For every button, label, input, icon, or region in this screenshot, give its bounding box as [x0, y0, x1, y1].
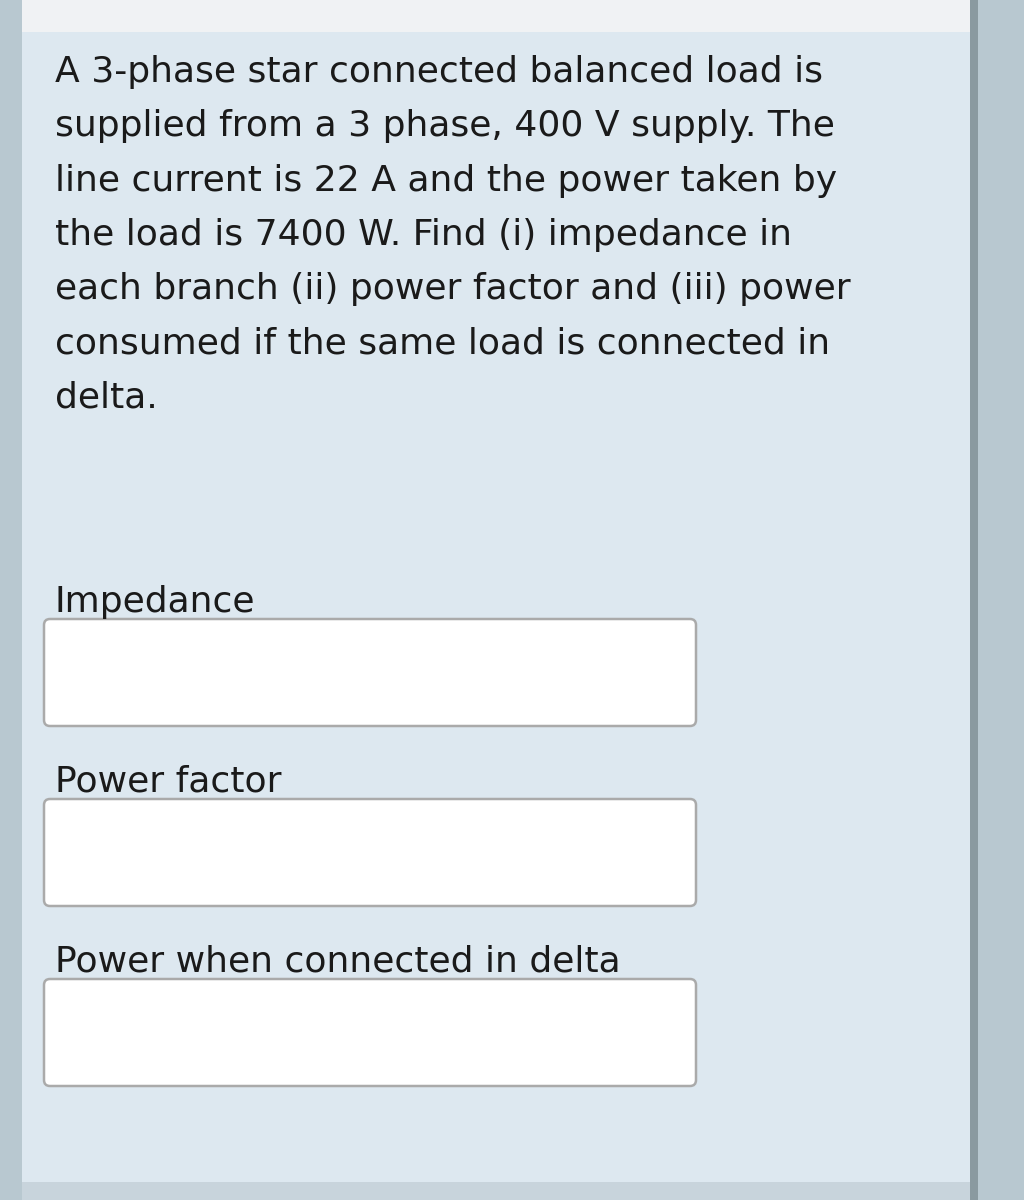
FancyBboxPatch shape	[44, 799, 696, 906]
Bar	[22, 0, 970, 32]
Bar	[0, 0, 22, 1200]
Text: A 3-phase star connected balanced load is
supplied from a 3 phase, 400 V supply.: A 3-phase star connected balanced load i…	[55, 55, 851, 414]
Text: Power factor: Power factor	[55, 766, 282, 799]
FancyBboxPatch shape	[44, 979, 696, 1086]
Bar	[970, 0, 978, 1200]
Bar	[975, 0, 1024, 1200]
FancyBboxPatch shape	[44, 619, 696, 726]
Text: Power when connected in delta: Power when connected in delta	[55, 946, 621, 979]
Text: Impedance: Impedance	[55, 584, 256, 619]
Bar	[22, 1182, 970, 1200]
